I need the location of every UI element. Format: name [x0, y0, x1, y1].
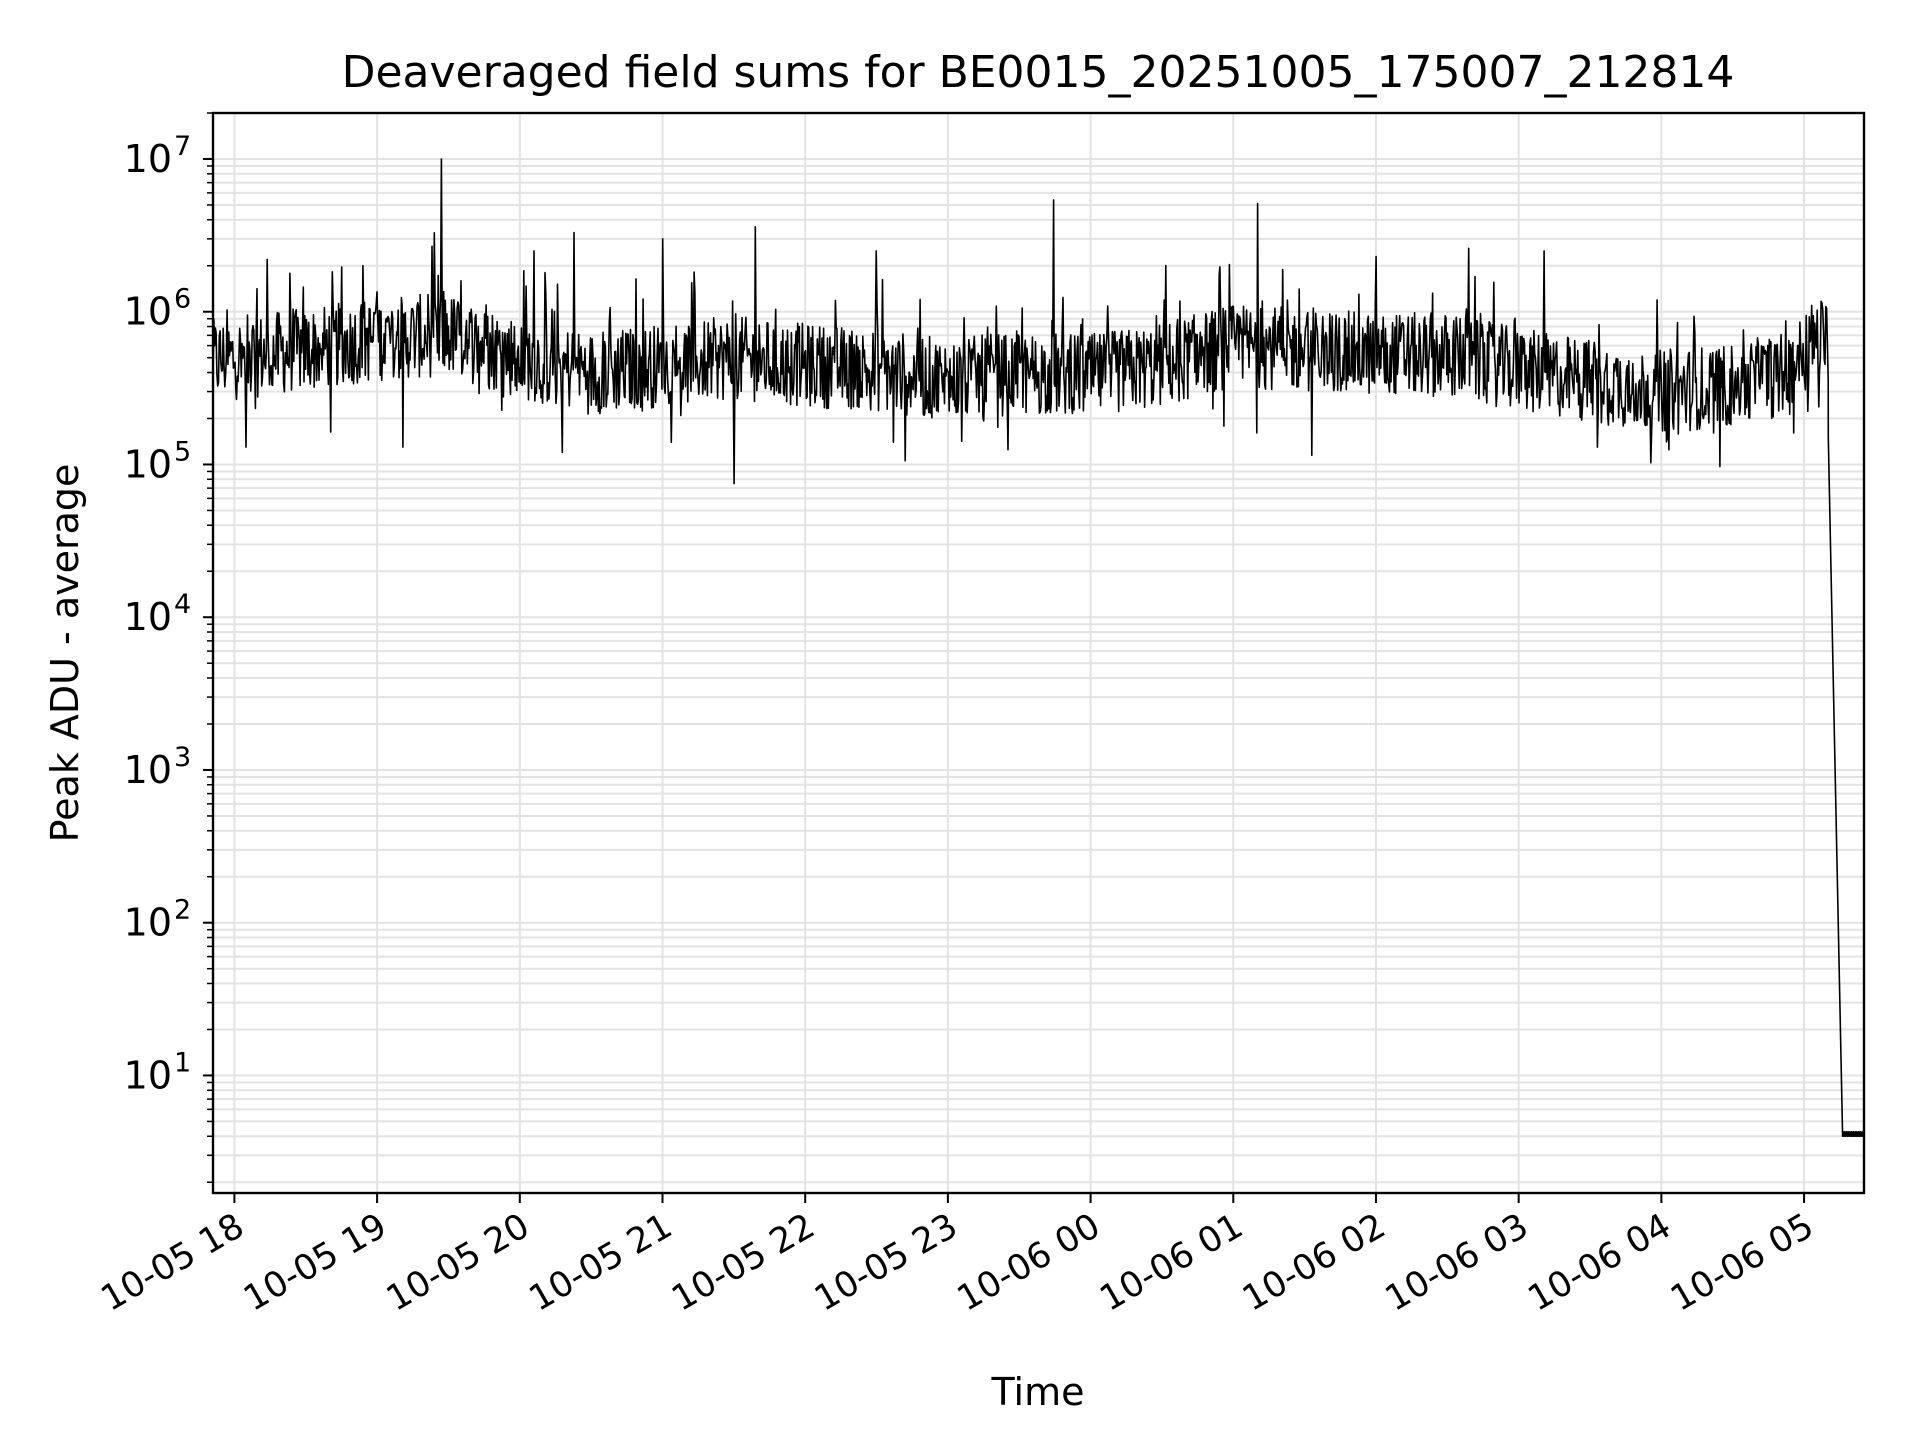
y-tick-label: 10 4	[124, 589, 192, 639]
y-tick-base: 10	[124, 748, 172, 792]
y-tick-base: 10	[124, 901, 172, 945]
y-tick-label: 10 2	[124, 895, 192, 945]
y-tick-exponent: 4	[174, 589, 191, 620]
y-tick-label: 10 7	[124, 131, 192, 181]
plot-area-frame	[211, 111, 1866, 1195]
chart-title: Deaveraged field sums for BE0015_2025100…	[342, 47, 1735, 98]
data-series-line	[212, 158, 1866, 1137]
y-tick-exponent: 1	[174, 1047, 191, 1078]
y-tick-label: 10 5	[124, 436, 192, 486]
y-tick-base: 10	[124, 137, 172, 181]
y-tick-base: 10	[124, 442, 172, 486]
y-tick-base: 10	[124, 595, 172, 639]
y-tick-label: 10 6	[124, 284, 192, 334]
y-tick-exponent: 2	[174, 895, 191, 926]
x-axis-label: Time	[991, 1370, 1085, 1414]
y-tick-exponent: 3	[174, 742, 191, 773]
y-tick-exponent: 5	[174, 436, 191, 467]
series-layer	[212, 158, 1866, 1137]
y-tick-label: 10 3	[124, 742, 192, 792]
y-axis-label: Peak ADU - average	[43, 464, 87, 843]
y-tick-label: 10 1	[124, 1047, 192, 1097]
y-tick-base: 10	[124, 1053, 172, 1097]
y-tick-base: 10	[124, 290, 172, 334]
y-tick-exponent: 7	[174, 131, 191, 162]
y-tick-exponent: 6	[174, 284, 191, 315]
grid-lines	[213, 112, 1864, 1193]
